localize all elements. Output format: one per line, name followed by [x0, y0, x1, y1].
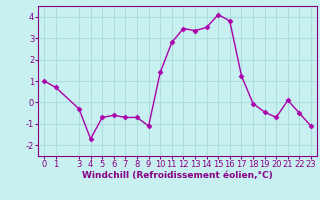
- X-axis label: Windchill (Refroidissement éolien,°C): Windchill (Refroidissement éolien,°C): [82, 171, 273, 180]
